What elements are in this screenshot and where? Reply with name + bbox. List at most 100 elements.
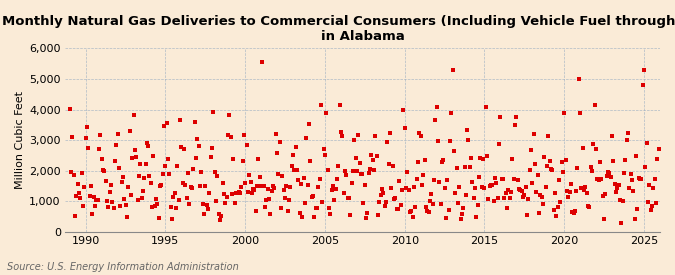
Point: [522, 213, 533, 218]
Point: [112, 131, 123, 136]
Point: [616, 221, 627, 225]
Point: [503, 188, 514, 192]
Point: [277, 174, 288, 178]
Point: [571, 189, 582, 194]
Point: [161, 121, 172, 125]
Point: [377, 187, 387, 191]
Point: [217, 181, 228, 186]
Point: [544, 159, 555, 164]
Point: [300, 201, 310, 205]
Point: [156, 183, 167, 187]
Point: [171, 206, 182, 211]
Point: [508, 177, 519, 182]
Point: [653, 147, 664, 152]
Point: [350, 156, 361, 160]
Point: [587, 169, 597, 173]
Point: [260, 205, 271, 209]
Point: [98, 168, 109, 172]
Point: [580, 185, 591, 189]
Point: [460, 192, 471, 197]
Point: [263, 187, 273, 191]
Point: [367, 158, 378, 162]
Point: [574, 111, 585, 115]
Point: [470, 186, 481, 191]
Point: [615, 198, 626, 202]
Point: [153, 216, 164, 221]
Point: [478, 157, 489, 162]
Point: [304, 122, 315, 126]
Point: [329, 198, 340, 203]
Point: [483, 197, 494, 201]
Point: [184, 202, 195, 207]
Point: [629, 216, 640, 221]
Point: [268, 184, 279, 188]
Point: [293, 178, 304, 182]
Point: [595, 160, 605, 164]
Point: [402, 170, 412, 174]
Point: [531, 190, 541, 194]
Point: [532, 173, 543, 178]
Point: [160, 164, 171, 168]
Point: [229, 201, 240, 205]
Point: [240, 181, 250, 185]
Point: [302, 183, 313, 187]
Point: [315, 177, 325, 182]
Point: [645, 208, 656, 213]
Point: [151, 197, 161, 201]
Point: [636, 176, 647, 181]
Point: [341, 173, 352, 178]
Point: [396, 203, 406, 207]
Point: [306, 195, 317, 200]
Point: [600, 192, 611, 196]
Point: [487, 182, 498, 187]
Point: [637, 83, 648, 87]
Text: Source: U.S. Energy Information Administration: Source: U.S. Energy Information Administ…: [7, 262, 238, 272]
Point: [500, 191, 511, 195]
Point: [76, 171, 87, 175]
Point: [520, 185, 531, 189]
Point: [194, 184, 205, 188]
Point: [651, 201, 661, 205]
Point: [64, 107, 75, 112]
Point: [257, 60, 268, 64]
Point: [407, 214, 418, 219]
Point: [289, 168, 300, 172]
Point: [190, 156, 201, 160]
Point: [80, 136, 91, 140]
Point: [431, 105, 442, 109]
Point: [386, 186, 397, 190]
Point: [104, 189, 115, 194]
Point: [433, 139, 443, 143]
Point: [506, 190, 516, 195]
Point: [374, 200, 385, 204]
Point: [422, 209, 433, 213]
Point: [441, 216, 452, 220]
Point: [175, 118, 186, 122]
Point: [278, 187, 289, 192]
Point: [88, 195, 99, 200]
Point: [216, 214, 227, 219]
Point: [207, 145, 217, 150]
Point: [601, 174, 612, 178]
Point: [568, 211, 579, 215]
Point: [588, 141, 599, 146]
Point: [567, 210, 578, 214]
Point: [543, 134, 554, 138]
Point: [577, 146, 588, 150]
Point: [168, 195, 179, 199]
Point: [200, 184, 211, 188]
Point: [360, 216, 371, 220]
Point: [552, 205, 563, 210]
Point: [452, 201, 463, 205]
Point: [529, 132, 539, 137]
Point: [605, 174, 616, 179]
Point: [67, 134, 78, 139]
Point: [198, 211, 209, 216]
Point: [429, 177, 439, 182]
Point: [201, 202, 212, 207]
Point: [254, 175, 265, 179]
Point: [364, 167, 375, 171]
Point: [375, 193, 386, 197]
Point: [228, 157, 239, 162]
Point: [404, 210, 415, 214]
